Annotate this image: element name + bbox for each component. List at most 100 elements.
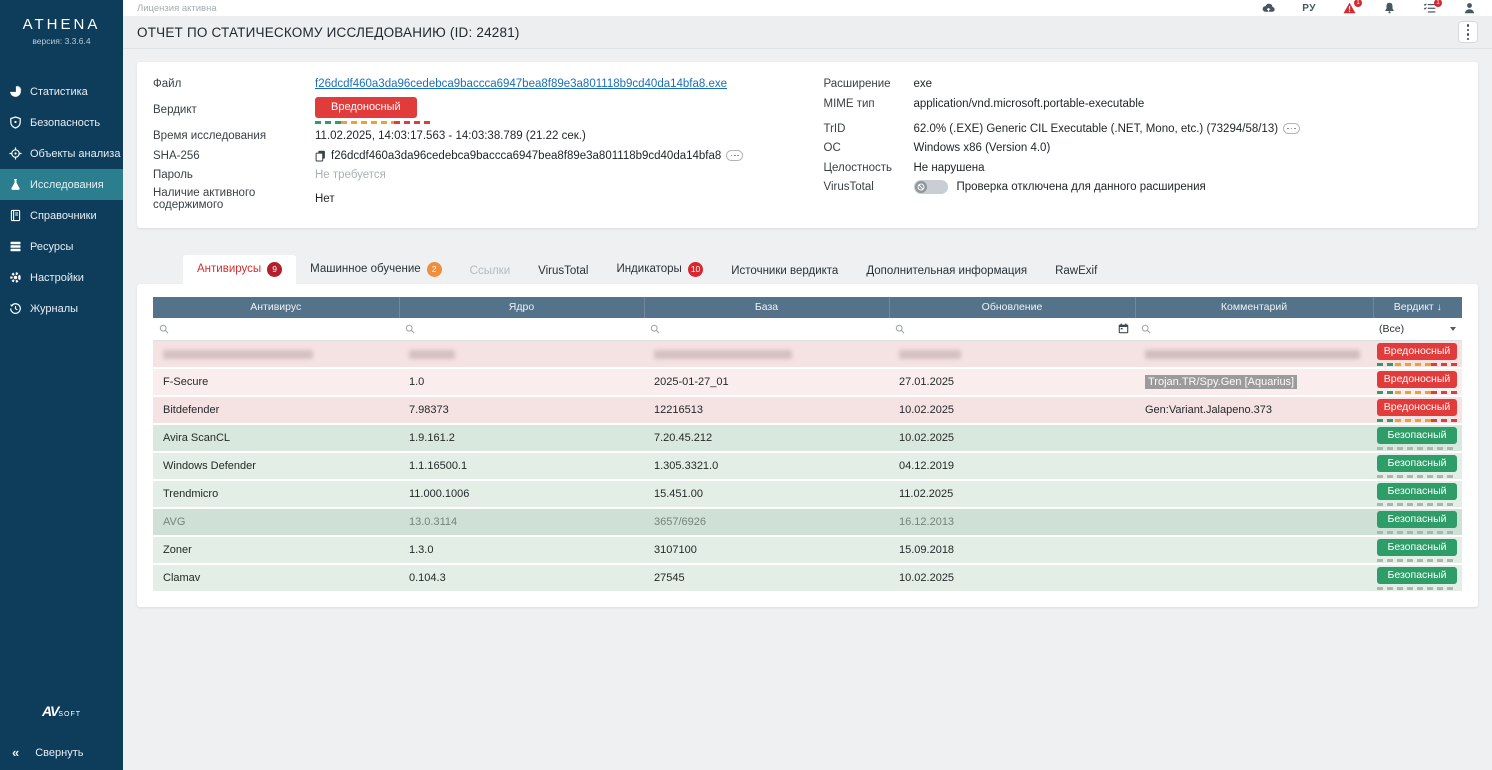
filter-update-input[interactable] — [909, 322, 1114, 335]
detail-row-active-content: Наличие активного содержимого Нет — [137, 187, 808, 211]
verdict-badge[interactable]: Безопасный — [1377, 483, 1457, 500]
cell-verdict: Безопасный — [1373, 480, 1462, 508]
column-header-base[interactable]: База — [643, 296, 889, 318]
sidebar-item-analysis-objects[interactable]: Объекты анализа — [0, 138, 123, 169]
table-row[interactable]: Вредоносный — [153, 340, 1462, 368]
language-selector[interactable]: РУ — [1302, 2, 1316, 14]
filter-antivirus-input[interactable] — [173, 322, 393, 335]
user-icon — [1464, 3, 1475, 14]
sidebar-collapse-button[interactable]: « Свернуть — [0, 737, 123, 770]
redacted-text — [409, 349, 455, 359]
sidebar-item-journals[interactable]: Журналы — [0, 293, 123, 324]
task-list-icon — [1423, 3, 1436, 13]
cell-updated: 27.01.2025 — [889, 368, 1135, 396]
table-row[interactable]: AVG 13.0.3114 3657/6926 16.12.2013 Безопасны… — [153, 508, 1462, 536]
av-table-body: Вредоносный F-Secure 1.0 2025-01-27_01 27.01… — [153, 340, 1462, 592]
verdict-badge[interactable]: Безопасный — [1377, 567, 1457, 584]
cell-core: 1.3.0 — [399, 536, 644, 564]
verdict-badge[interactable]: Безопасный — [1377, 455, 1457, 472]
verdict-badge[interactable]: Безопасный — [1377, 539, 1457, 556]
column-header-comment[interactable]: Комментарий — [1134, 296, 1373, 318]
analysis-time-value: 11.02.2025, 14:03:17.563 - 14:03:38.789 … — [315, 130, 586, 142]
sidebar-item-directories[interactable]: Справочники — [0, 200, 123, 231]
verdict-distribution-line — [1377, 559, 1457, 562]
tab-label: Ссылки — [469, 264, 511, 277]
kebab-menu-icon — [1466, 24, 1470, 40]
bell-icon — [1385, 2, 1394, 14]
trid-more-button[interactable] — [1283, 123, 1301, 134]
column-header-verdict[interactable]: Вердикт ↓ — [1372, 296, 1462, 318]
table-row[interactable]: Trendmicro 11.000.1006 15.451.00 11.02.2025… — [153, 480, 1462, 508]
alerts-button[interactable]: 1 — [1343, 0, 1362, 15]
file-link[interactable]: f26dcdf460a3da96cedebca9baccca6947bea8f8… — [315, 78, 728, 90]
table-header-row: Антивирус Ядро База Обновление Комментар… — [153, 296, 1462, 318]
cell-verdict: Безопасный — [1373, 508, 1462, 536]
cell-antivirus: Windows Defender — [153, 452, 399, 480]
detail-row-trid: TrID 62.0% (.EXE) Generic CIL Executable… — [808, 121, 1479, 136]
avsoft-logo-av: AV — [41, 703, 59, 719]
cell-comment — [1135, 452, 1373, 480]
tab-rawexif[interactable]: RawExif — [1041, 258, 1111, 284]
table-row[interactable]: Clamav 0.104.3 27545 10.02.2025 Безопасный — [153, 564, 1462, 592]
verdict-badge[interactable]: Вредоносный — [1377, 399, 1457, 416]
details-right-column: Расширение exe MIME тип application/vnd.… — [808, 72, 1479, 216]
column-header-core[interactable]: Ядро — [398, 296, 644, 318]
cell-verdict: Вредоносный — [1373, 368, 1462, 396]
upload-button[interactable] — [1262, 2, 1275, 15]
integrity-value: Не нарушена — [913, 161, 985, 174]
sidebar-item-statistics[interactable]: Статистика — [0, 76, 123, 107]
tab-verdict-sources[interactable]: Источники вердикта — [717, 258, 852, 284]
tab-machine-learning[interactable]: Машинное обучение 2 — [296, 255, 455, 284]
verdict-badge[interactable]: Безопасный — [1377, 511, 1457, 528]
filter-comment-input[interactable] — [1155, 322, 1367, 335]
table-row[interactable]: F-Secure 1.0 2025-01-27_01 27.01.2025 Trojan… — [153, 368, 1462, 396]
report-actions-button[interactable] — [1458, 21, 1478, 43]
verdict-distribution-line — [1377, 447, 1457, 450]
sidebar-item-resources[interactable]: Ресурсы — [0, 231, 123, 262]
sidebar-item-settings[interactable]: Настройки — [0, 262, 123, 293]
password-value: Не требуется — [315, 169, 386, 181]
topbar: Лицензия активна РУ 1 0 1 — [123, 0, 1492, 16]
tab-antiviruses[interactable]: Антивирусы 9 — [183, 254, 297, 284]
verdict-filter-value: (Все) — [1379, 322, 1405, 335]
notifications-button[interactable]: 0 — [1383, 2, 1396, 15]
sidebar-item-security[interactable]: Безопасность — [0, 107, 123, 138]
table-row[interactable]: Windows Defender 1.1.16500.1 1.305.3321.0 0… — [153, 452, 1462, 480]
virustotal-toggle[interactable] — [913, 180, 948, 194]
column-header-antivirus[interactable]: Антивирус — [153, 296, 399, 318]
user-menu-button[interactable] — [1463, 2, 1476, 15]
pie-chart-icon — [10, 85, 22, 97]
table-row[interactable]: Avira ScanCL 1.9.161.2 7.20.45.212 10.02.20… — [153, 424, 1462, 452]
cell-base: 1.305.3321.0 — [644, 452, 889, 480]
cell-antivirus: F-Secure — [153, 368, 399, 396]
filter-core-input[interactable] — [419, 322, 638, 335]
copy-icon[interactable] — [315, 150, 326, 162]
hash-more-button[interactable] — [726, 150, 744, 161]
detail-row-mime: MIME тип application/vnd.microsoft.porta… — [808, 96, 1479, 111]
tab-additional-info[interactable]: Дополнительная информация — [852, 258, 1041, 284]
virustotal-status-text: Проверка отключена для данного расширени… — [956, 181, 1206, 193]
calendar-icon[interactable] — [1118, 323, 1129, 334]
tasks-button[interactable]: 1 — [1423, 0, 1442, 15]
tab-virustotal[interactable]: VirusTotal — [524, 258, 602, 284]
sidebar-item-investigations[interactable]: Исследования — [0, 169, 123, 200]
tab-label: Источники вердикта — [731, 264, 839, 277]
verdict-badge[interactable]: Вредоносный — [1377, 371, 1457, 388]
detail-row-extension: Расширение exe — [808, 77, 1479, 92]
verdict-badge[interactable]: Вредоносный — [1377, 343, 1457, 360]
verdict-badge[interactable]: Безопасный — [1377, 427, 1457, 444]
table-row[interactable]: Zoner 1.3.0 3107100 15.09.2018 Безопасный — [153, 536, 1462, 564]
antivirus-table-card: Антивирус Ядро База Обновление Комментар… — [137, 283, 1478, 607]
verdict-filter-dropdown[interactable]: (Все) — [1379, 323, 1456, 335]
cell-antivirus: Avira ScanCL — [153, 424, 399, 452]
tab-label: RawExif — [1055, 264, 1098, 277]
sidebar-footer: AVSOFT « Свернуть — [0, 703, 123, 770]
tab-indicators[interactable]: Индикаторы 10 — [602, 255, 717, 284]
filter-base-input[interactable] — [664, 322, 883, 335]
column-header-update[interactable]: Обновление — [888, 296, 1135, 318]
history-icon — [10, 303, 21, 314]
sidebar-item-label: Исследования — [30, 178, 104, 191]
cell-verdict: Вредоносный — [1373, 396, 1462, 424]
table-row[interactable]: Bitdefender 7.98373 12216513 10.02.2025 Gen:… — [153, 396, 1462, 424]
